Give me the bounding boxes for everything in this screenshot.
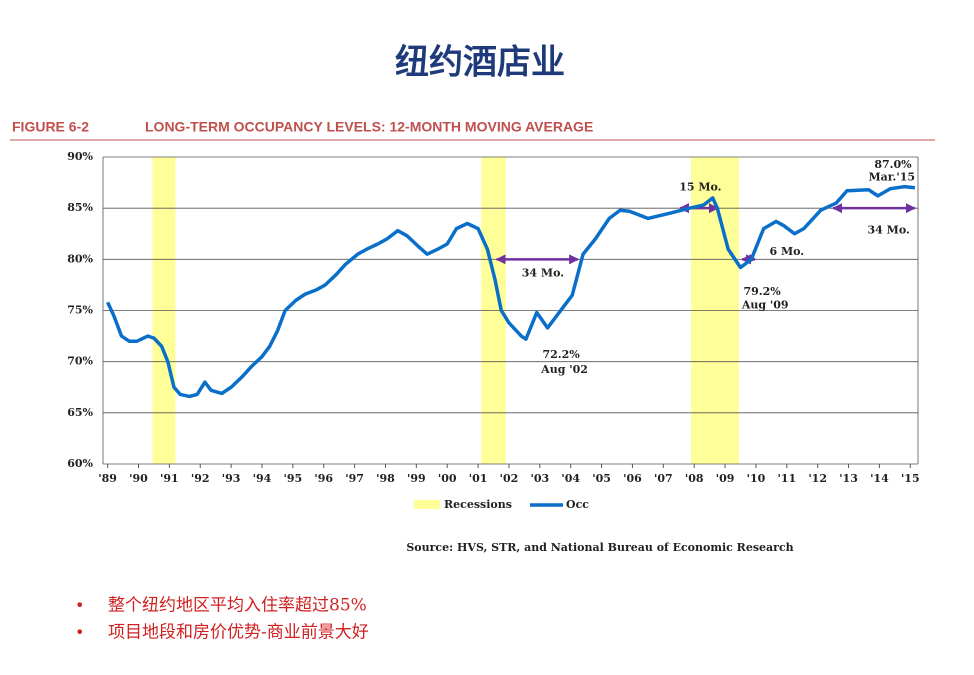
x-tick-label: '04	[561, 472, 580, 485]
bullet-dot: •	[75, 623, 84, 642]
annotation: 15 Mo.	[679, 181, 721, 194]
x-tick-label: '89	[98, 472, 117, 485]
annotation: 6 Mo.	[769, 245, 804, 258]
x-tick-label: '08	[685, 472, 704, 485]
x-tick-label: '15	[901, 472, 920, 485]
x-tick-label: '12	[808, 472, 827, 485]
legend-swatch	[414, 500, 440, 509]
bullet: 项目地段和房价优势-商业前景大好	[108, 623, 369, 643]
x-tick-label: '10	[747, 472, 766, 485]
chart-title: LONG-TERM OCCUPANCY LEVELS: 12-MONTH MOV…	[145, 119, 593, 135]
x-tick-label: '98	[376, 472, 395, 485]
annotation: Aug '02	[540, 363, 588, 376]
x-tick-label: '97	[345, 472, 364, 485]
x-tick-label: '94	[253, 472, 272, 485]
x-tick-label: '14	[870, 472, 889, 485]
x-tick-label: '05	[592, 472, 611, 485]
legend-label: Recessions	[444, 498, 512, 511]
x-tick-label: '96	[314, 472, 333, 485]
x-tick-label: '07	[654, 472, 673, 485]
slide-title: 纽约酒店业	[395, 43, 565, 83]
figure-label: FIGURE 6-2	[12, 119, 89, 135]
y-tick-label: 80%	[67, 252, 93, 265]
bullet: 整个纽约地区平均入住率超过85%	[108, 596, 367, 616]
x-tick-label: '09	[716, 472, 735, 485]
x-tick-label: '13	[839, 472, 858, 485]
annotation: 87.0%	[874, 158, 912, 171]
x-tick-label: '03	[530, 472, 549, 485]
x-tick-label: '92	[191, 472, 210, 485]
annotation: Aug '09	[741, 298, 789, 311]
x-tick-label: '06	[623, 472, 642, 485]
x-tick-label: '91	[160, 472, 179, 485]
annotation: 72.2%	[543, 348, 581, 361]
occ-line	[106, 184, 916, 399]
x-tick-label: '11	[777, 472, 796, 485]
x-tick-label: '95	[284, 472, 303, 485]
x-tick-label: '99	[407, 472, 426, 485]
annotation: Mar.'15	[868, 170, 915, 183]
y-tick-label: 75%	[67, 304, 93, 317]
legend-label: Occ	[566, 498, 589, 511]
y-tick-label: 70%	[67, 355, 93, 368]
x-tick-label: '02	[500, 472, 519, 485]
y-tick-label: 65%	[67, 406, 93, 419]
annotation: 34 Mo.	[522, 267, 564, 280]
bullet-dot: •	[75, 596, 84, 615]
annotation: 34 Mo.	[868, 224, 910, 237]
x-tick-label: '01	[469, 472, 488, 485]
y-tick-label: 90%	[67, 150, 93, 163]
y-tick-label: 85%	[67, 201, 93, 214]
annotation: 79.2%	[743, 285, 781, 298]
x-tick-label: '00	[438, 472, 457, 485]
x-tick-label: '93	[222, 472, 241, 485]
y-tick-label: 60%	[67, 457, 93, 470]
x-tick-label: '90	[129, 472, 148, 485]
source: Source: HVS, STR, and National Bureau of…	[406, 541, 793, 554]
